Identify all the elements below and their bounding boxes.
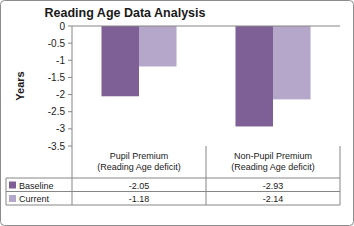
legend-swatch <box>9 182 16 189</box>
chart-container: Reading Age Data Analysis Years -3.5 -3 -2.5… <box>0 0 354 226</box>
y-tick <box>68 128 72 129</box>
y-tick-label: -3.5 <box>48 141 66 152</box>
table-line <box>72 146 73 205</box>
bars-group <box>101 26 310 126</box>
bar <box>235 26 273 126</box>
category-label: Pupil Premium(Reading Age deficit) <box>97 151 181 172</box>
table-value: -2.05 <box>129 181 150 191</box>
y-tick-label: -1 <box>56 55 65 66</box>
y-axis-label: Years <box>14 71 26 100</box>
chart-svg: Reading Age Data Analysis Years -3.5 -3 -2.5… <box>0 0 354 226</box>
y-tick <box>68 111 72 112</box>
y-tick-label: -3 <box>56 123 65 134</box>
legend-swatch <box>9 195 16 202</box>
chart-frame <box>1 1 354 226</box>
bar <box>139 26 177 66</box>
bar <box>273 26 311 99</box>
y-tick-label: -1.5 <box>48 72 66 83</box>
table-line <box>6 205 340 206</box>
table-line <box>6 191 340 192</box>
x-axis-line <box>72 26 340 27</box>
y-tick-label: 0 <box>59 21 65 32</box>
bar <box>101 26 139 96</box>
chart-title: Reading Age Data Analysis <box>45 6 206 20</box>
legend-label: Current <box>19 194 50 204</box>
legend-label: Baseline <box>19 181 54 191</box>
y-axis-line <box>72 26 73 146</box>
y-tick <box>68 26 72 27</box>
table-line <box>340 146 341 205</box>
table-line <box>206 146 207 205</box>
y-tick-label: -2 <box>56 89 65 100</box>
y-tick-label: -0.5 <box>48 38 66 49</box>
table-value: -2.93 <box>263 181 284 191</box>
category-label: Non-Pupil Premium(Reading Age deficit) <box>231 151 315 172</box>
table-value: -2.14 <box>263 194 284 204</box>
y-tick <box>68 77 72 78</box>
y-tick <box>68 146 72 147</box>
y-tick <box>68 94 72 95</box>
y-tick-label: -2.5 <box>48 106 66 117</box>
table-line <box>6 178 340 179</box>
table-value: -1.18 <box>129 194 150 204</box>
y-tick <box>68 60 72 61</box>
y-tick <box>68 43 72 44</box>
